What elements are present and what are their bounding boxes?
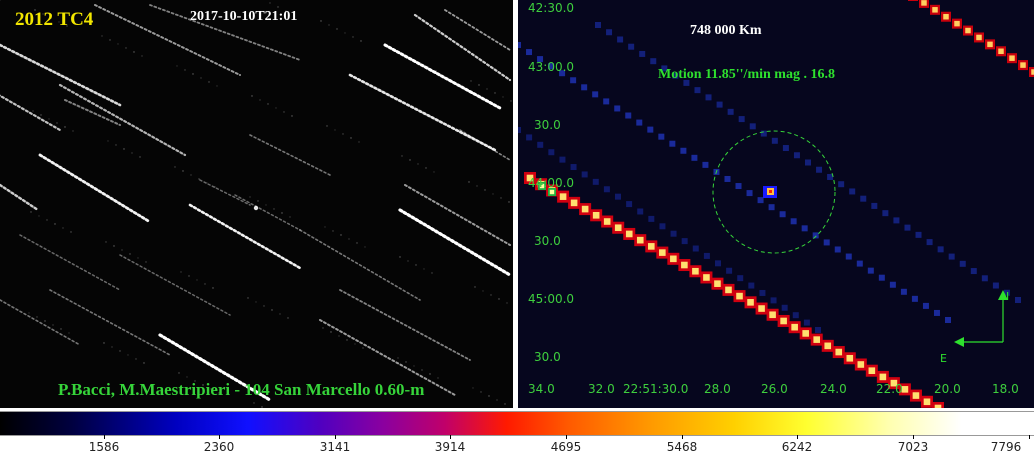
dec-label: 45:00.0 (528, 292, 575, 306)
distance-label: 748 000 Km (690, 23, 762, 38)
colorbar-tick-label: 5468 (666, 440, 698, 454)
false-color-image (518, 0, 1034, 408)
dec-label: 43:00.0 (528, 60, 575, 74)
colorbar-gradient (0, 411, 1034, 436)
colorbar-tick (566, 435, 567, 439)
ra-label: 26.0 (761, 382, 788, 396)
false-color-panel: 748 000 Km Motion 11.85''/min mag . 16.8… (518, 0, 1034, 408)
colorbar-tick-label: 1586 (88, 440, 120, 454)
compass-east-label: E (940, 352, 947, 365)
star-field-image (0, 0, 512, 408)
colorbar-tick-label: 7796 (990, 440, 1022, 454)
ra-label: 32.0 (588, 382, 615, 396)
compass-north-label: N (1001, 290, 1010, 303)
ra-label: 34.0 (528, 382, 555, 396)
ra-label: 24.0 (820, 382, 847, 396)
motion-label: Motion 11.85''/min mag . 16.8 (658, 67, 835, 82)
ra-label: 28.0 (704, 382, 731, 396)
colorbar-tick-label: 3141 (319, 440, 351, 454)
colorbar-tick (1029, 435, 1030, 439)
colorbar-tick (335, 435, 336, 439)
raw-image-panel: 2012 TC4 2017-10-10T21:01 P.Bacci, M.Mae… (0, 0, 513, 408)
dec-label: 30.0 (534, 234, 561, 248)
observation-timestamp: 2017-10-10T21:01 (190, 9, 298, 24)
ra-label: 18.0 (992, 382, 1019, 396)
colorbar-tick (797, 435, 798, 439)
panel-divider (513, 0, 518, 408)
object-name: 2012 TC4 (15, 9, 94, 30)
colorbar-scale: 1586 2360 3141 3914 4695 5468 6242 7023 … (0, 408, 1034, 457)
dec-label: 42:30.0 (528, 1, 575, 15)
colorbar-tick (104, 435, 105, 439)
colorbar-tick-label: 4695 (550, 440, 582, 454)
colorbar-tick (913, 435, 914, 439)
colorbar-tick (682, 435, 683, 439)
colorbar-tick-label: 3914 (434, 440, 466, 454)
colorbar-tick (219, 435, 220, 439)
colorbar-tick-label: 2360 (203, 440, 235, 454)
ra-label: 20.0 (934, 382, 961, 396)
ra-label: 22.0 (876, 382, 903, 396)
ra-label: 22:51:30.0 (623, 382, 689, 396)
colorbar-tick-label: 6242 (781, 440, 813, 454)
colorbar-tick-label: 7023 (897, 440, 929, 454)
dec-label: 30.0 (534, 118, 561, 132)
dec-label: 44:00.0 (528, 176, 575, 190)
observer-credit: P.Bacci, M.Maestripieri - 104 San Marcel… (58, 380, 425, 399)
dec-label: 30.0 (534, 350, 561, 364)
colorbar-tick (450, 435, 451, 439)
